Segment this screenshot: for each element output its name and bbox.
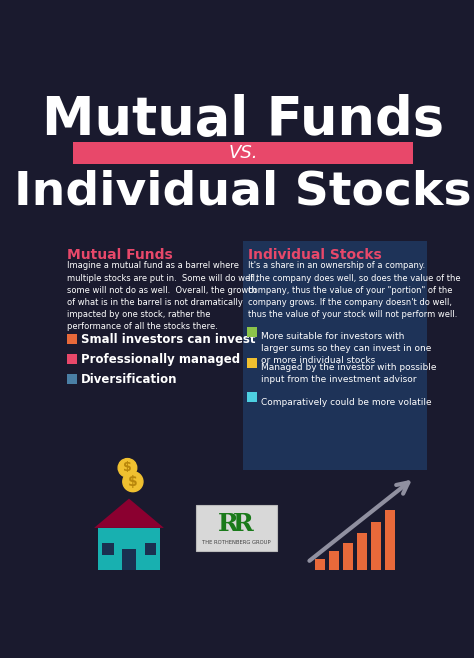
Circle shape [123,472,143,492]
Text: Imagine a mutual fund as a barrel where
multiple stocks are put in.  Some will d: Imagine a mutual fund as a barrel where … [67,261,258,331]
Text: $: $ [123,461,132,474]
FancyBboxPatch shape [122,549,136,570]
FancyBboxPatch shape [357,533,367,570]
FancyBboxPatch shape [329,551,339,570]
FancyBboxPatch shape [247,327,257,337]
Text: THE ROTHENBERG GROUP: THE ROTHENBERG GROUP [201,540,270,545]
Text: Managed by the investor with possible
input from the investment advisor: Managed by the investor with possible in… [261,363,436,384]
Text: R: R [218,512,238,536]
FancyBboxPatch shape [98,528,160,570]
Text: Individual Stocks: Individual Stocks [248,248,382,263]
FancyBboxPatch shape [67,354,77,364]
FancyBboxPatch shape [67,374,77,384]
Text: Small investors can invest: Small investors can invest [81,333,255,345]
Text: Mutual Funds: Mutual Funds [42,94,444,146]
FancyBboxPatch shape [73,142,413,164]
Text: Professionally managed: Professionally managed [81,353,240,366]
FancyBboxPatch shape [102,544,113,555]
FancyBboxPatch shape [145,544,156,555]
FancyBboxPatch shape [385,510,395,570]
Text: Individual Stocks: Individual Stocks [14,170,472,215]
Circle shape [118,459,137,477]
FancyBboxPatch shape [315,559,325,570]
FancyBboxPatch shape [243,241,427,470]
FancyBboxPatch shape [247,392,257,402]
FancyBboxPatch shape [371,522,381,570]
FancyBboxPatch shape [196,505,277,551]
FancyBboxPatch shape [343,544,353,570]
Text: VS.: VS. [228,144,258,162]
Text: R: R [233,512,254,536]
Text: $: $ [128,474,138,489]
Text: Comparatively could be more volatile: Comparatively could be more volatile [261,397,431,407]
Text: Mutual Funds: Mutual Funds [67,248,173,263]
Text: Diversification: Diversification [81,373,177,386]
FancyBboxPatch shape [67,334,77,344]
Polygon shape [94,499,164,528]
Text: It's a share in an ownership of a company.
If the company does well, so does the: It's a share in an ownership of a compan… [248,261,461,319]
FancyBboxPatch shape [247,358,257,368]
Text: More suitable for investors with
larger sums so they can invest in one
or more i: More suitable for investors with larger … [261,332,431,365]
